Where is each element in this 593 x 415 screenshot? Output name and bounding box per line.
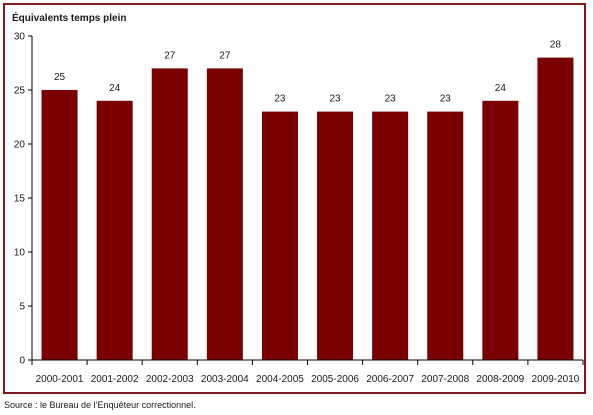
bar	[261, 111, 298, 360]
y-tick-label: 25	[14, 86, 26, 97]
x-tick-label: 2004-2005	[256, 374, 304, 385]
bar	[96, 100, 133, 361]
x-tick-label: 2009-2010	[532, 374, 580, 385]
source-note: Source : le Bureau de l’Enquêteur correc…	[4, 400, 196, 410]
x-tick-label: 2008-2009	[476, 374, 524, 385]
bar	[317, 111, 354, 360]
y-axis-ticks: 0 5 10 15 20 25 30	[14, 32, 32, 367]
x-tick-label: 2002-2003	[146, 374, 194, 385]
bar-value-label: 23	[440, 94, 452, 105]
bar-value-label: 27	[219, 50, 231, 61]
bar-value-label: 24	[495, 83, 507, 94]
y-tick-label: 0	[19, 356, 25, 367]
y-tick-label: 30	[14, 32, 26, 43]
y-tick-label: 5	[19, 302, 25, 313]
bar	[151, 68, 188, 361]
bar	[482, 100, 519, 361]
x-tick-label: 2000-2001	[36, 374, 84, 385]
x-tick-label: 2006-2007	[366, 374, 414, 385]
y-tick-label: 15	[14, 194, 26, 205]
bars: 25 24 27 27 23 23 23 23 24 28	[41, 40, 574, 361]
x-tick-label: 2007-2008	[421, 374, 469, 385]
y-tick-label: 10	[14, 248, 26, 259]
x-tick-label: 2001-2002	[91, 374, 139, 385]
bar-value-label: 23	[385, 94, 397, 105]
bar-value-label: 23	[329, 94, 341, 105]
x-axis-ticks: 2000-2001 2001-2002 2002-2003 2003-2004 2004…	[31, 360, 584, 385]
bar-value-label: 28	[550, 40, 562, 51]
bar-value-label: 25	[54, 72, 66, 83]
y-axis-title: Équivalents temps plein	[12, 11, 126, 24]
bar	[41, 90, 78, 360]
x-tick-label: 2005-2006	[311, 374, 359, 385]
x-tick-label: 2003-2004	[201, 374, 249, 385]
bar-value-label: 27	[164, 50, 176, 61]
bar-value-label: 24	[109, 83, 121, 94]
bar	[206, 68, 243, 361]
bar	[537, 57, 574, 360]
y-tick-label: 20	[14, 140, 26, 151]
bar	[372, 111, 409, 360]
bar-value-label: 23	[274, 94, 286, 105]
bar	[427, 111, 464, 360]
